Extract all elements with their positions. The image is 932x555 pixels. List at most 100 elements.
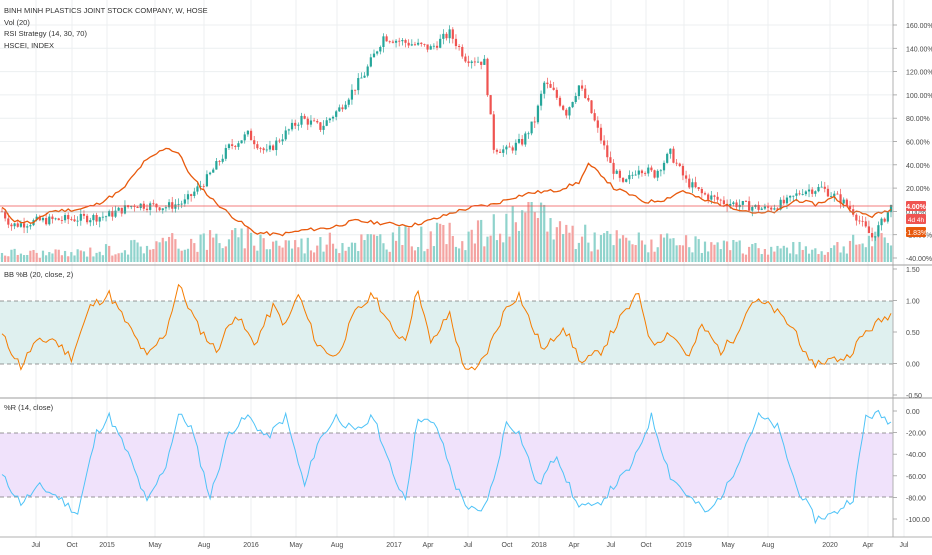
candle-body — [621, 177, 625, 182]
symbol-title[interactable]: BINH MINH PLASTICS JOINT STOCK COMPANY, … — [4, 6, 208, 15]
candle-body — [420, 42, 423, 44]
volume-bar — [155, 241, 158, 262]
volume-bar — [511, 206, 514, 262]
volume-bar — [539, 202, 543, 262]
volume-bar — [272, 241, 275, 262]
volume-bar — [666, 233, 669, 262]
candle-body — [376, 51, 379, 54]
time-axis[interactable]: Jul Oct 2015 May Aug 2016 May Aug 2017 Apr Jul Oct 2… — [32, 542, 909, 549]
volume-bar — [309, 250, 313, 262]
candle-body — [300, 115, 303, 125]
candle-body — [527, 133, 530, 135]
candle-body — [530, 121, 533, 134]
time-tick-label: May — [148, 542, 162, 549]
volume-bar — [284, 240, 287, 262]
time-tick-label: 2020 — [822, 542, 838, 549]
candle-body — [785, 197, 789, 204]
volume-legend[interactable]: Vol (20) — [4, 18, 30, 27]
bb-legend[interactable]: BB %B (20, close, 2) — [4, 270, 74, 279]
candle-body — [426, 44, 429, 50]
volume-bar — [357, 251, 360, 262]
volume-bars — [0, 202, 893, 262]
volume-bar — [401, 245, 404, 262]
candle-body — [63, 215, 67, 221]
candle-body — [599, 127, 603, 141]
candle-body — [451, 29, 454, 39]
candle-body — [272, 145, 275, 151]
candle-body — [335, 111, 338, 117]
candle-body — [763, 206, 767, 209]
wr-legend[interactable]: %R (14, close) — [4, 403, 54, 412]
volume-bar — [196, 251, 199, 262]
volume-bar — [707, 251, 710, 262]
wr-axis[interactable]: 0.00 -20.00 -40.00 -60.00 -80.00 -100.00 — [893, 409, 930, 524]
volume-bar — [631, 244, 634, 262]
volume-bar — [297, 247, 300, 262]
candle-body — [439, 38, 442, 48]
candle-body — [467, 61, 470, 64]
last-price-badge: 4.00% — [906, 201, 927, 211]
volume-bar — [662, 237, 666, 262]
volume-bar — [467, 231, 470, 262]
candle-body — [684, 175, 688, 179]
bb-axis[interactable]: 1.50 1.00 0.50 0.00 -0.50 — [893, 267, 922, 400]
volume-bar — [205, 249, 209, 262]
volume-bar — [697, 239, 700, 262]
volume-bar — [429, 231, 432, 262]
volume-bar — [502, 242, 505, 262]
candle-body — [716, 196, 719, 200]
candlestick-series[interactable] — [0, 25, 893, 242]
candle-body — [792, 195, 795, 197]
candle-body — [691, 182, 694, 188]
candle-body — [480, 61, 483, 65]
candle-body — [212, 169, 215, 173]
volume-bar — [243, 248, 246, 262]
candle-body — [486, 58, 489, 96]
candle-body — [811, 189, 814, 194]
candle-body — [703, 193, 707, 195]
time-tick-label: Aug — [331, 542, 344, 549]
bb-percent-b-line[interactable] — [1, 283, 892, 371]
candle-body — [325, 120, 328, 126]
bb-band — [0, 301, 893, 364]
volume-bar — [152, 249, 155, 262]
volume-bar — [830, 248, 833, 262]
candle-body — [268, 145, 272, 150]
strategy-legend[interactable]: RSI Strategy (14, 30, 70) — [4, 29, 87, 38]
volume-bar — [435, 222, 439, 262]
volume-bar — [779, 248, 782, 262]
bb-tick-label: 1.00 — [906, 299, 920, 306]
volume-bar — [407, 227, 410, 262]
volume-bar — [256, 250, 259, 262]
williams-r-line[interactable] — [1, 409, 892, 525]
time-tick-label: 2019 — [676, 542, 692, 549]
candle-body — [461, 46, 464, 57]
candle-body — [880, 218, 883, 226]
candle-body — [130, 205, 133, 208]
candle-body — [98, 217, 101, 222]
candle-body — [505, 146, 508, 150]
hscei-compare-line[interactable] — [1, 147, 892, 237]
volume-bar — [13, 248, 16, 262]
volume-bar — [439, 223, 442, 262]
bb-tick-label: 1.50 — [906, 267, 920, 274]
compare-legend[interactable]: HSCEI, INDEX — [4, 41, 54, 50]
candle-body — [644, 173, 647, 174]
candle-body — [565, 109, 568, 116]
candle-body — [615, 170, 618, 174]
candle-body — [732, 202, 735, 204]
volume-bar — [32, 249, 35, 262]
volume-bar — [716, 242, 719, 262]
time-tick-label: Aug — [198, 542, 211, 549]
candle-body — [861, 220, 864, 222]
volume-bar — [492, 214, 495, 262]
candle-body — [858, 220, 861, 222]
volume-bar — [874, 231, 877, 262]
candle-body — [476, 61, 480, 63]
candle-body — [183, 199, 186, 204]
candle-body — [694, 182, 697, 188]
candle-body — [580, 85, 584, 89]
volume-bar — [558, 221, 562, 262]
candle-body — [628, 175, 631, 180]
